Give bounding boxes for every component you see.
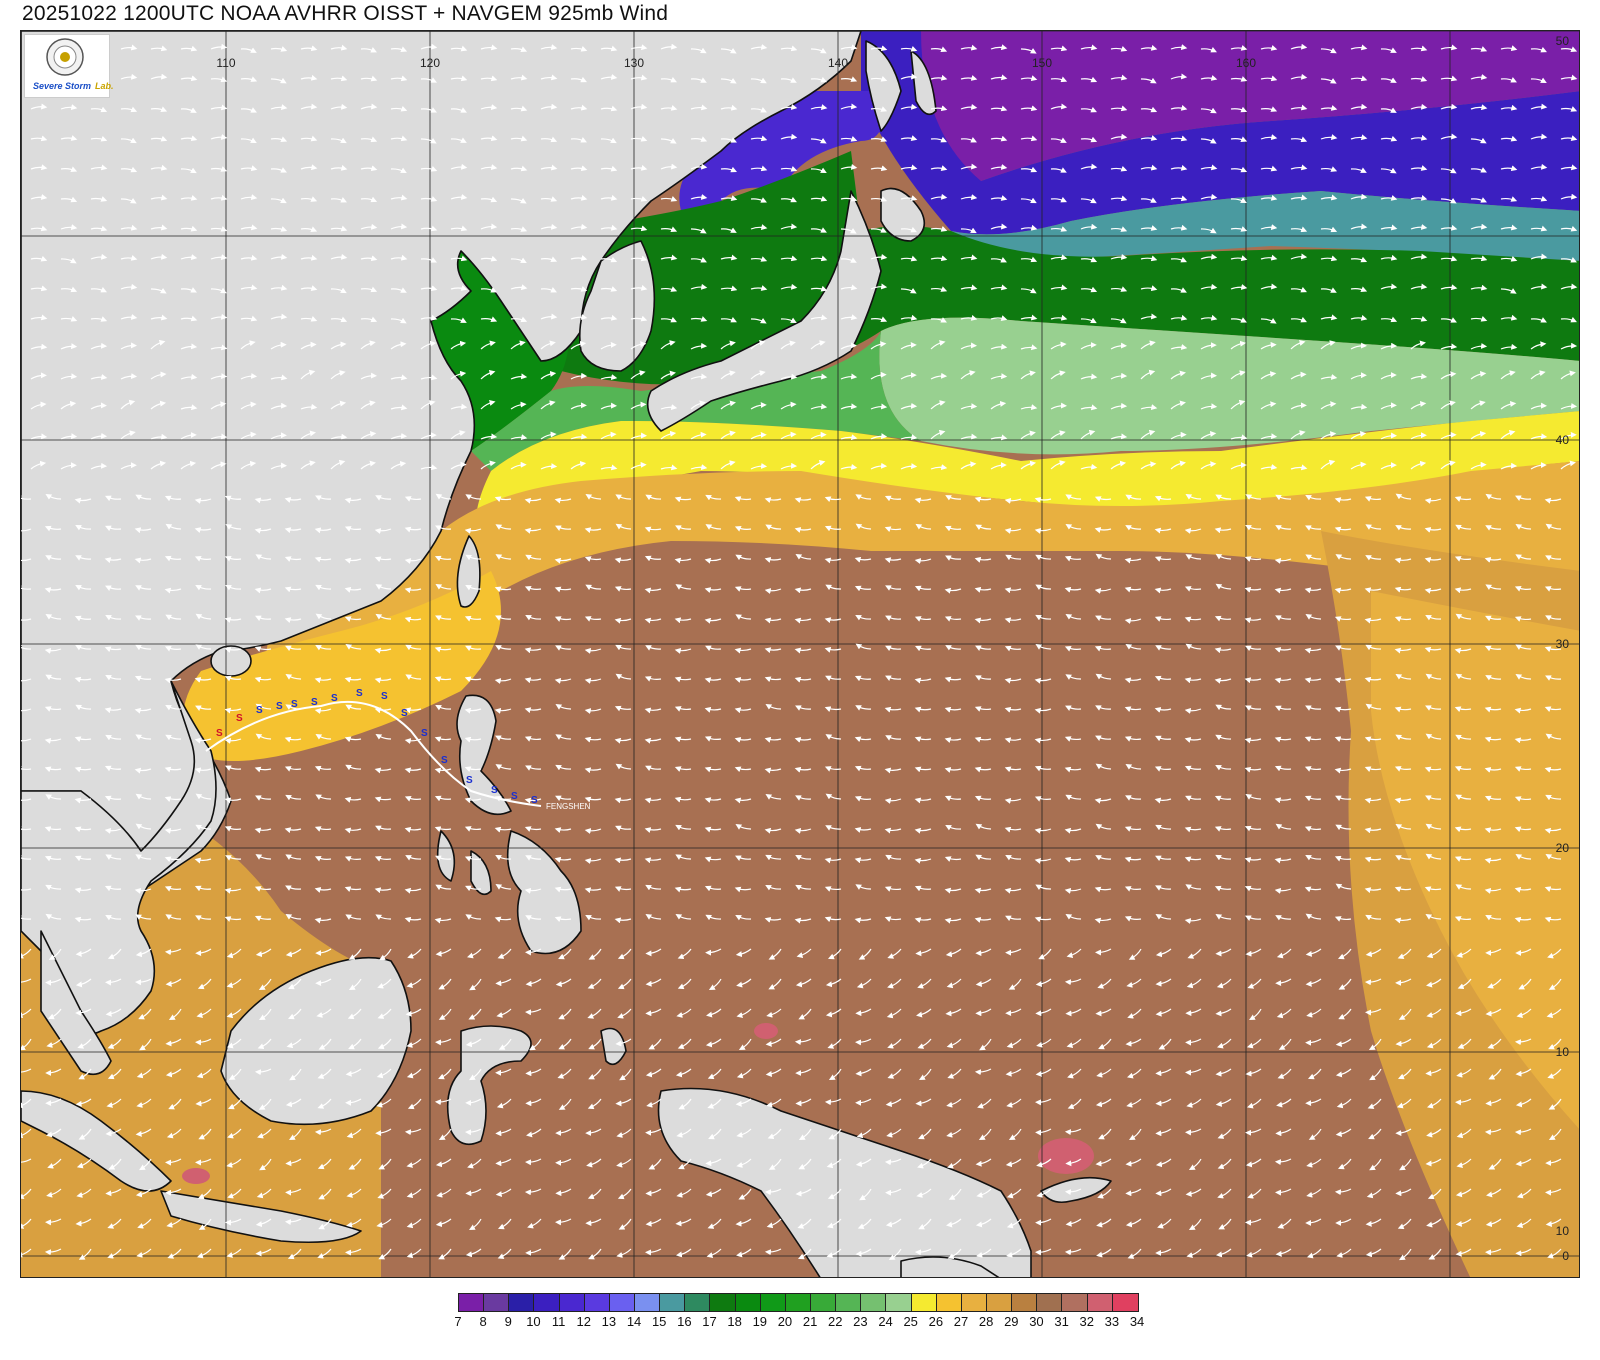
logo-wordmark: Severe Storm Lab.: [33, 81, 114, 91]
map-title: 20251022 1200UTC NOAA AVHRR OISST + NAVG…: [22, 2, 669, 25]
colorbar-swatch: [961, 1294, 987, 1311]
colorbar-label: 11: [551, 1314, 566, 1329]
colorbar-label: 28: [978, 1314, 994, 1329]
colorbar-swatch: [634, 1294, 661, 1311]
storm-track-marker: S: [331, 693, 338, 704]
lon-label: 160: [1236, 56, 1256, 70]
storm-track-marker: S: [256, 705, 263, 716]
storm-label: FENGSHEN: [546, 802, 591, 811]
storm-track-marker: S: [276, 701, 283, 712]
colorbar-swatch: [1087, 1294, 1113, 1311]
colorbar-label: 33: [1104, 1314, 1120, 1329]
storm-track-marker: S: [441, 755, 448, 766]
colorbar-label: 17: [702, 1314, 717, 1329]
lat-label: 30: [1556, 637, 1570, 651]
colorbar-label: 25: [903, 1314, 918, 1329]
colorbar-swatch: [1012, 1294, 1038, 1311]
colorbar-swatch: [911, 1294, 937, 1311]
storm-track-marker: S: [311, 697, 318, 708]
storm-track-marker: S: [381, 691, 388, 702]
colorbar-label: 27: [953, 1314, 969, 1329]
colorbar-label: 30: [1029, 1314, 1044, 1329]
colorbar-swatch: [1037, 1294, 1063, 1311]
colorbar-label: 26: [928, 1314, 944, 1329]
latitude-labels: 50 40 30 20 10 0 10: [1556, 34, 1570, 1263]
colorbar-label: 32: [1079, 1314, 1094, 1329]
colorbar-label: 23: [853, 1314, 868, 1329]
colorbar-label: 9: [504, 1314, 512, 1329]
colorbar-swatch: [710, 1294, 736, 1311]
lon-label: 130: [624, 56, 644, 70]
colorbar-swatch: [509, 1294, 535, 1311]
lon-label: 120: [420, 56, 440, 70]
colorbar-swatch: [685, 1294, 711, 1311]
storm-track-marker: S: [491, 785, 498, 796]
colorbar-swatch: [660, 1294, 686, 1311]
longitude-labels: 110 120 130 140 150 160: [216, 56, 1256, 70]
storm-track-marker: S: [291, 699, 298, 710]
colorbar-swatch: [534, 1294, 560, 1311]
sst-colorbar: [458, 1293, 1139, 1312]
colorbar-swatch: [836, 1294, 862, 1311]
colorbar-label: 24: [878, 1314, 893, 1329]
wind-streamlines: [21, 43, 1578, 1261]
colorbar-swatch: [861, 1294, 887, 1311]
lon-label: 150: [1032, 56, 1052, 70]
colorbar-swatch: [785, 1294, 811, 1311]
storm-track-marker: S: [466, 775, 473, 786]
colorbar-swatch: [735, 1294, 761, 1311]
colorbar-label: 15: [651, 1314, 667, 1329]
colorbar-label: 14: [626, 1314, 642, 1329]
lat-label: 10: [1556, 1045, 1570, 1059]
colorbar-label: 29: [1004, 1314, 1019, 1329]
colorbar-label: 21: [802, 1314, 818, 1329]
storm-track-marker: S: [511, 791, 518, 802]
colorbar-label: 22: [828, 1314, 843, 1329]
colorbar-label: 7: [454, 1314, 462, 1329]
colorbar-swatch: [559, 1294, 585, 1311]
logo-emblem-icon: [46, 38, 84, 76]
colorbar-label: 8: [479, 1314, 487, 1329]
colorbar-label: 13: [601, 1314, 617, 1329]
lat-label: 40: [1556, 433, 1570, 447]
graticule: [21, 31, 1579, 1277]
storm-track-marker: S: [216, 728, 223, 739]
severe-storm-lab-logo: Severe Storm Lab.: [24, 34, 114, 98]
lon-label: 110: [216, 56, 235, 70]
colorbar-label: 18: [727, 1314, 742, 1329]
colorbar-swatch: [760, 1294, 786, 1311]
lat-label: 20: [1556, 841, 1570, 855]
storm-track-marker: S: [356, 688, 363, 699]
colorbar-label: 34: [1129, 1314, 1145, 1329]
lat-label: 10: [1556, 1224, 1570, 1238]
storm-track-marker: S: [531, 795, 538, 806]
lat-label: 0: [1562, 1249, 1569, 1263]
colorbar-swatch: [986, 1294, 1013, 1311]
colorbar-swatch: [584, 1294, 610, 1311]
colorbar-swatch: [886, 1294, 912, 1311]
storm-track-marker: S: [401, 708, 408, 719]
colorbar-swatch: [484, 1294, 510, 1311]
colorbar-label: 31: [1054, 1314, 1069, 1329]
colorbar-label: 16: [677, 1314, 692, 1329]
colorbar-label: 20: [777, 1314, 793, 1329]
colorbar-labels: 7 8 9 10 11 12 13 14 15 16 17 18 19 20 21 22 23 24 25 26 27 2…: [454, 1314, 1144, 1334]
colorbar-swatch: [810, 1294, 837, 1311]
colorbar-swatch: [609, 1294, 635, 1311]
colorbar-swatch: [1112, 1294, 1138, 1311]
colorbar-swatch: [459, 1294, 485, 1311]
lat-label: 50: [1556, 34, 1570, 48]
storm-track-marker: S: [421, 728, 428, 739]
colorbar-label: 19: [752, 1314, 768, 1329]
colorbar-label: 10: [526, 1314, 541, 1329]
storm-track-marker: S: [236, 713, 243, 724]
colorbar-label: 12: [576, 1314, 591, 1329]
colorbar-swatch: [936, 1294, 962, 1311]
lon-label: 140: [828, 56, 848, 70]
colorbar-swatch: [1062, 1294, 1088, 1311]
